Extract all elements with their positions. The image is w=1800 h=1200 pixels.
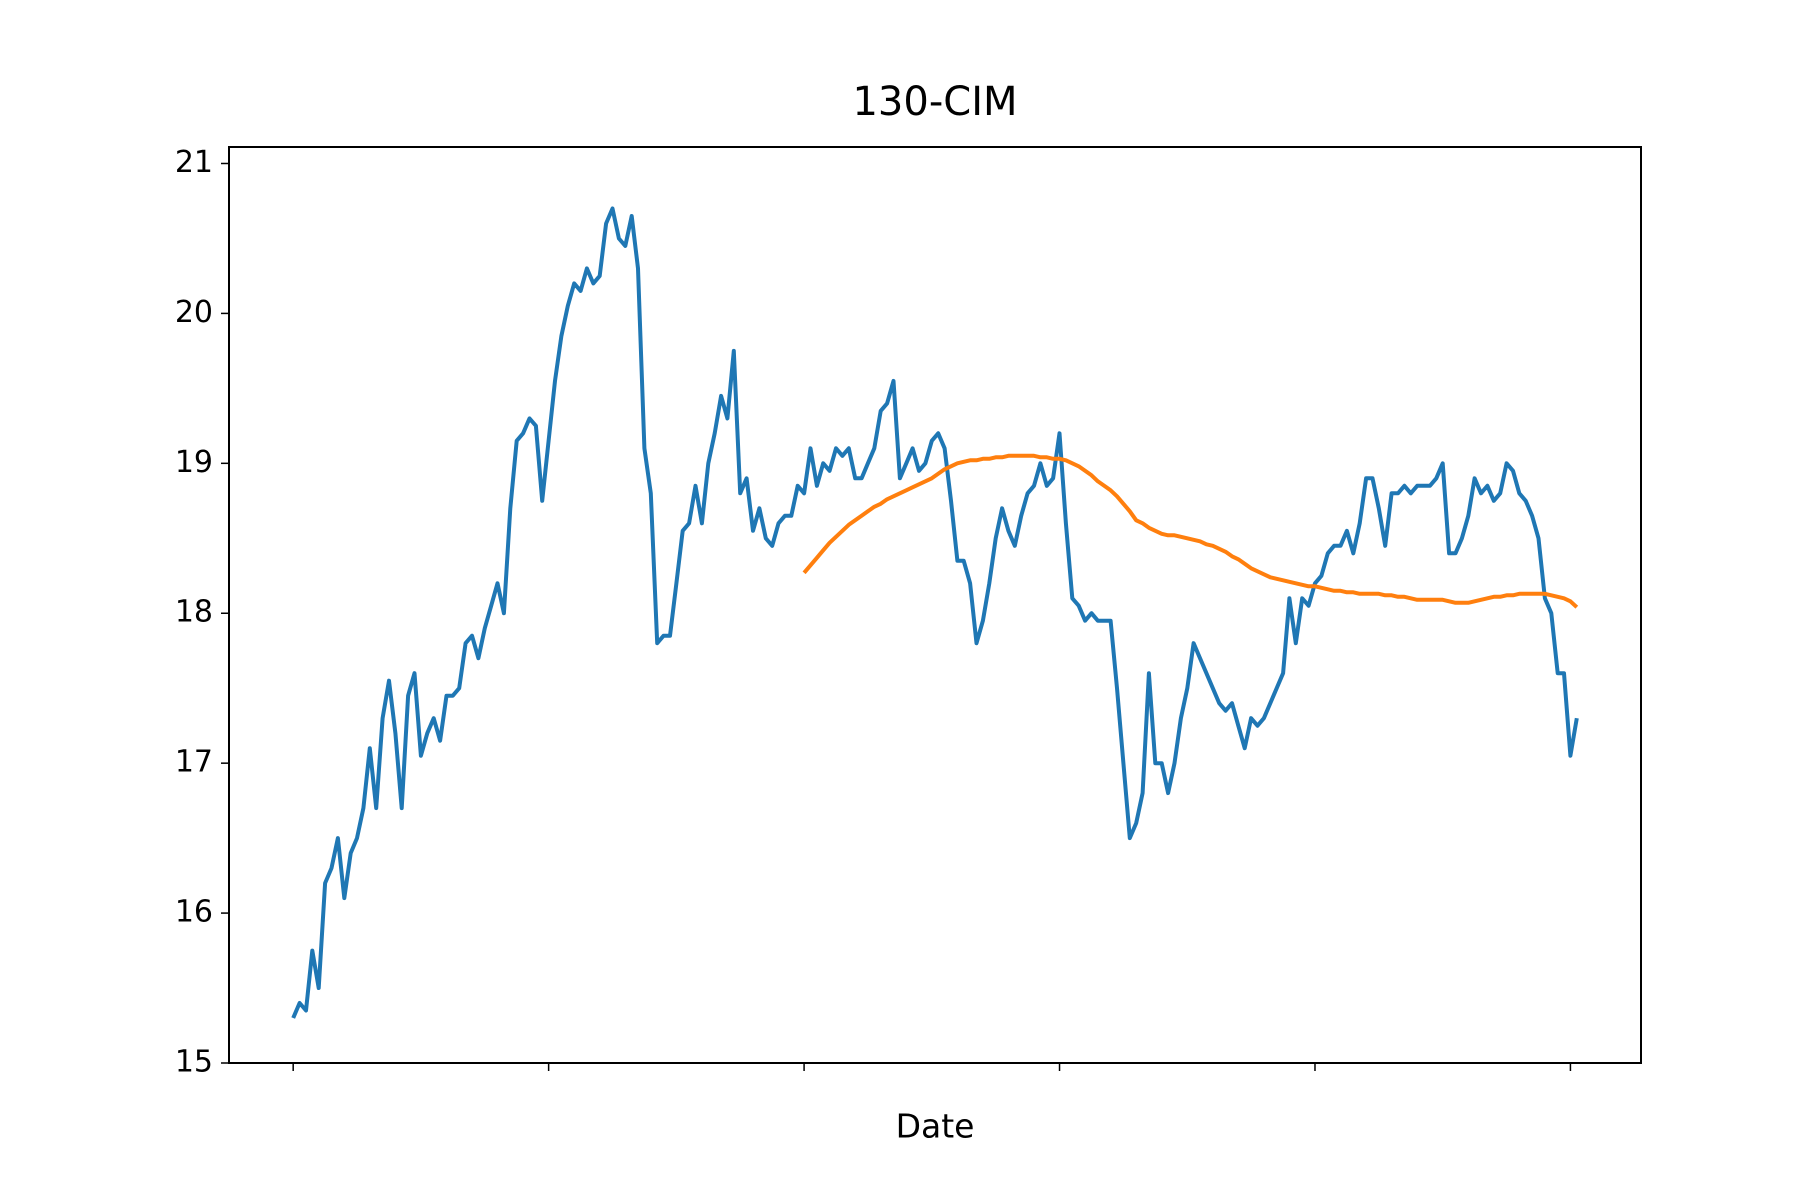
chart-title: 130-CIM (852, 79, 1017, 125)
y-tick-label: 19 (175, 445, 213, 480)
y-tick-label: 21 (175, 145, 213, 180)
y-tick-label: 18 (175, 595, 213, 630)
plot-frame (228, 146, 1642, 1064)
y-tick-label: 20 (175, 295, 213, 330)
line (802, 453, 1579, 609)
y-tick-label: 16 (175, 895, 213, 930)
x-axis-label: Date (896, 1107, 975, 1146)
line (291, 206, 1579, 1019)
y-tick-label: 17 (175, 745, 213, 780)
y-tick-label: 15 (175, 1045, 213, 1080)
